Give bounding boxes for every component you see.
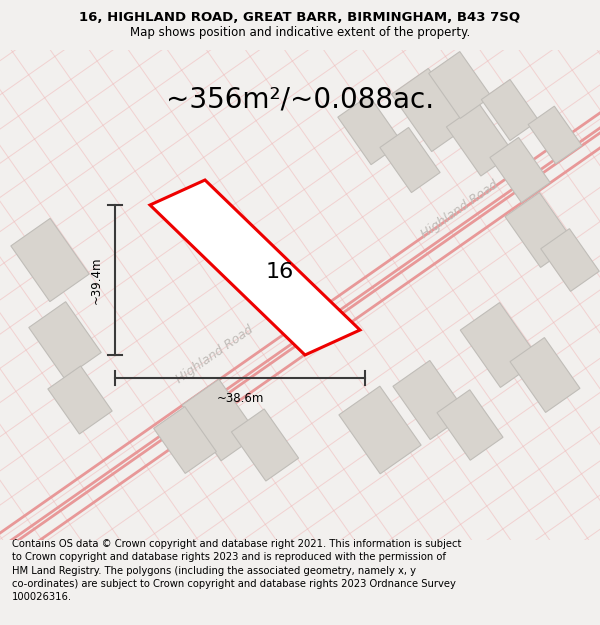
- Polygon shape: [182, 379, 258, 461]
- Polygon shape: [528, 106, 582, 164]
- Text: Highland Road: Highland Road: [174, 324, 256, 386]
- Text: ~39.4m: ~39.4m: [90, 256, 103, 304]
- Polygon shape: [232, 409, 299, 481]
- Text: ~38.6m: ~38.6m: [217, 392, 263, 405]
- Polygon shape: [339, 386, 421, 474]
- Polygon shape: [11, 218, 89, 302]
- Polygon shape: [150, 180, 360, 355]
- Polygon shape: [391, 68, 469, 152]
- Polygon shape: [490, 138, 550, 202]
- Text: 16, HIGHLAND ROAD, GREAT BARR, BIRMINGHAM, B43 7SQ: 16, HIGHLAND ROAD, GREAT BARR, BIRMINGHA…: [79, 11, 521, 24]
- Polygon shape: [437, 390, 503, 460]
- Text: Highland Road: Highland Road: [419, 179, 501, 241]
- Polygon shape: [481, 79, 539, 141]
- Polygon shape: [29, 302, 101, 378]
- Polygon shape: [393, 361, 467, 439]
- Text: 16: 16: [266, 262, 294, 282]
- Polygon shape: [338, 96, 402, 164]
- Polygon shape: [510, 338, 580, 412]
- Polygon shape: [154, 407, 217, 473]
- Polygon shape: [48, 366, 112, 434]
- Polygon shape: [446, 104, 514, 176]
- Polygon shape: [428, 52, 491, 118]
- Polygon shape: [380, 127, 440, 192]
- Polygon shape: [541, 229, 599, 291]
- Polygon shape: [505, 192, 575, 268]
- Text: Contains OS data © Crown copyright and database right 2021. This information is : Contains OS data © Crown copyright and d…: [12, 539, 461, 602]
- Text: ~356m²/~0.088ac.: ~356m²/~0.088ac.: [166, 85, 434, 113]
- Text: Map shows position and indicative extent of the property.: Map shows position and indicative extent…: [130, 26, 470, 39]
- Polygon shape: [460, 302, 540, 388]
